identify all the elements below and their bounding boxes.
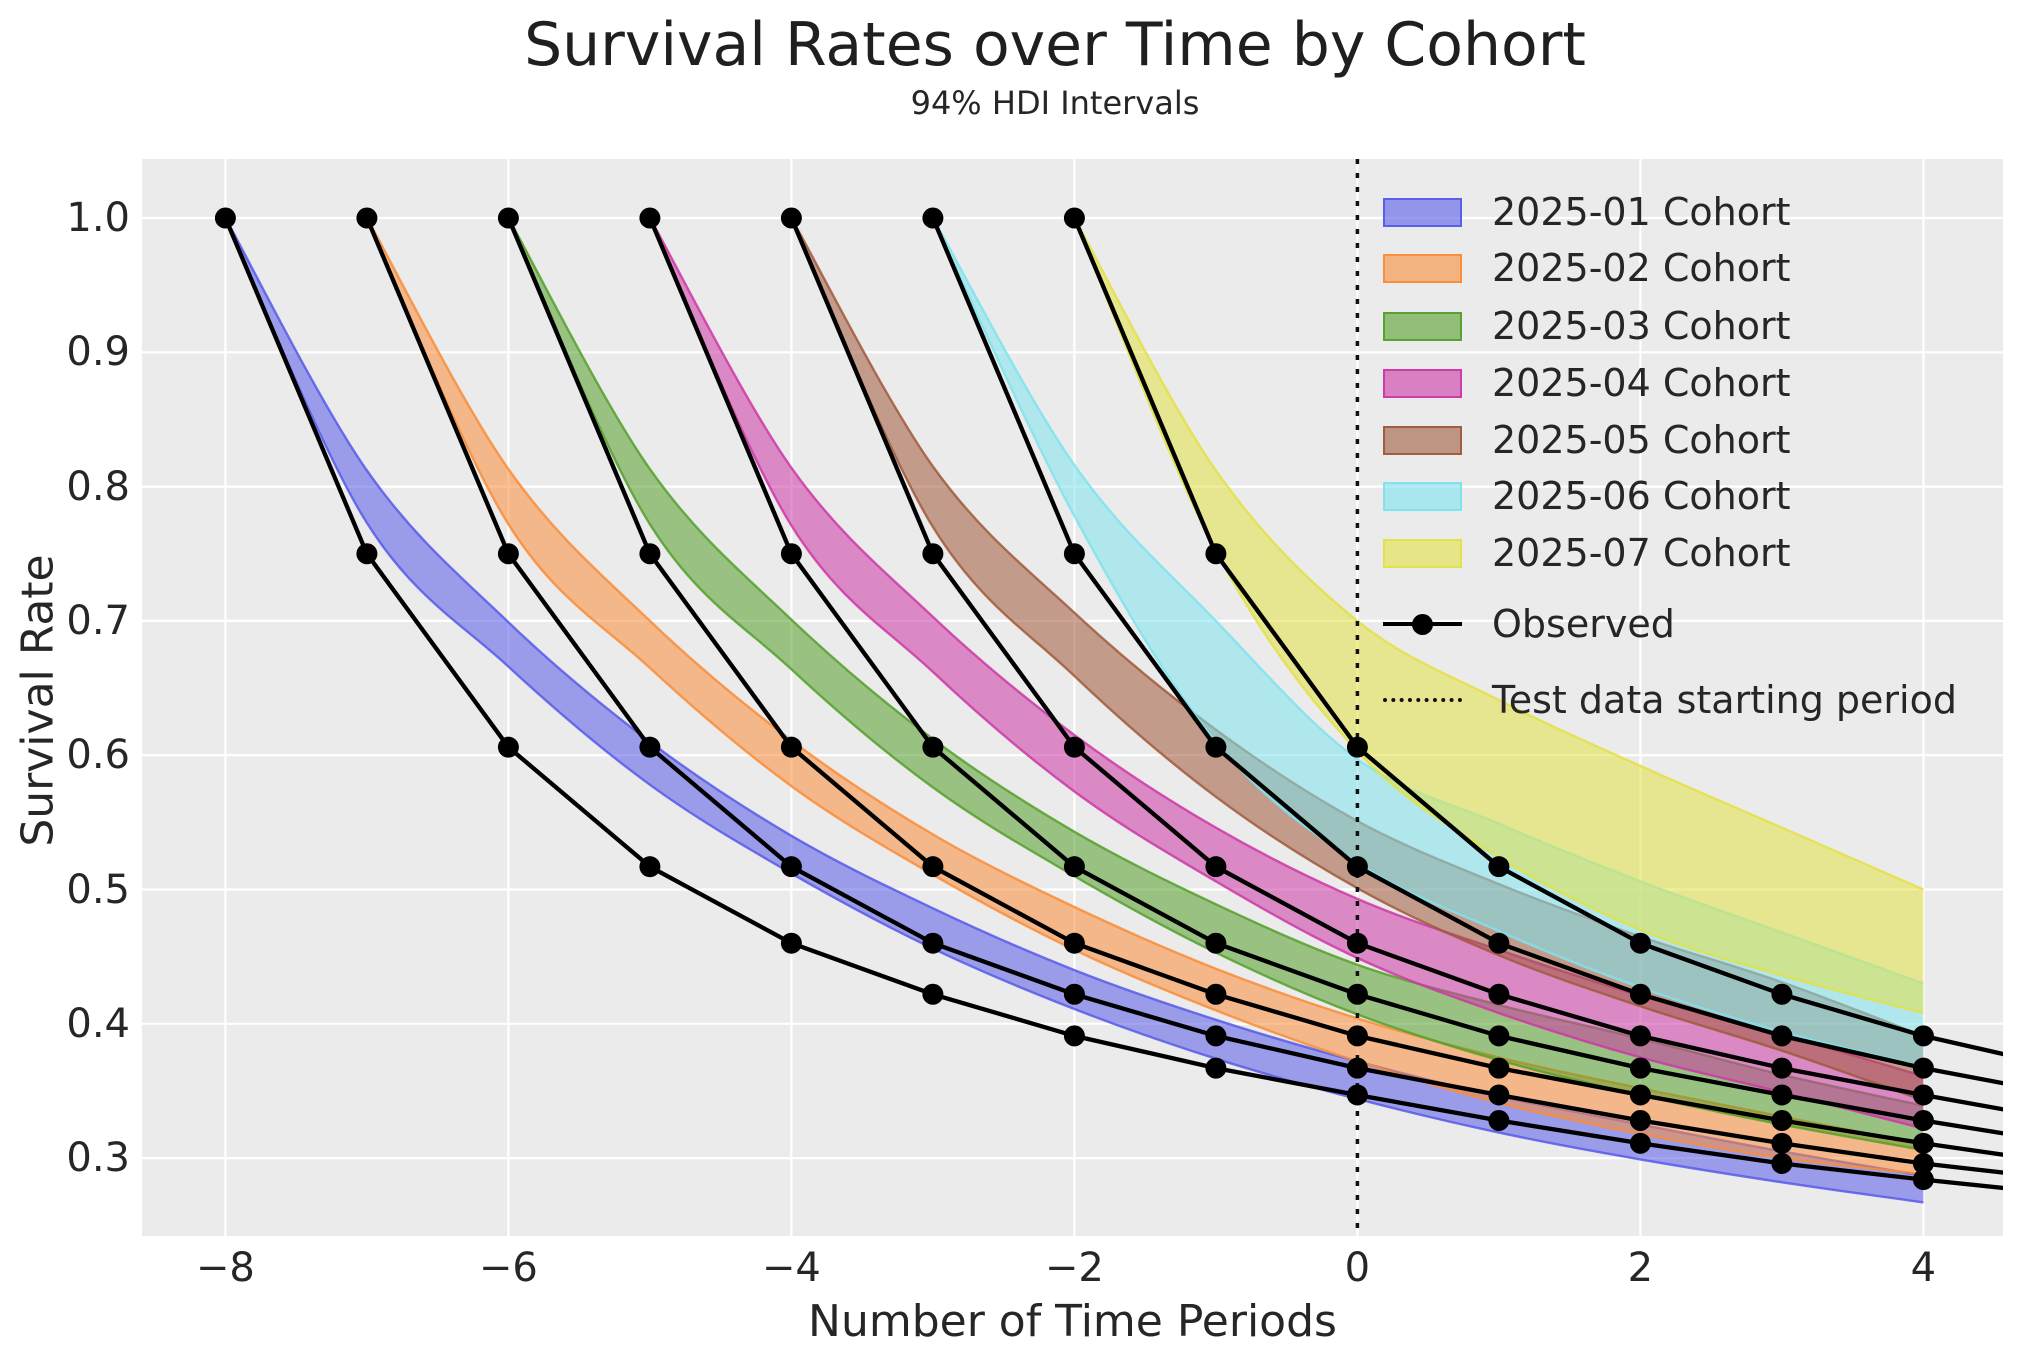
observed-line-2025-04 [639, 207, 2003, 1136]
legend-item-2025-05: 2025-05 Cohort [1383, 420, 1791, 460]
legend-label-2025-06: 2025-06 Cohort [1492, 474, 1791, 518]
legend-label-2025-03: 2025-03 Cohort [1492, 304, 1791, 348]
x-tick-2: 2 [1627, 1245, 1654, 1291]
x-tick-−2: −2 [1044, 1245, 1104, 1291]
legend-item-test-start: Test data starting period [1383, 680, 1957, 720]
legend-label-2025-07: 2025-07 Cohort [1492, 531, 1791, 575]
dotted-line-marker-icon [1383, 686, 1462, 715]
legend-swatch-2025-04 [1383, 368, 1462, 398]
legend-item-2025-06: 2025-06 Cohort [1383, 476, 1791, 516]
legend-label-2025-01: 2025-01 Cohort [1492, 190, 1791, 234]
legend-swatch-2025-01 [1383, 197, 1462, 227]
observed-line-2025-05 [780, 207, 2003, 1112]
observed-line-2025-07 [1063, 207, 2003, 1057]
legend-item-2025-02: 2025-02 Cohort [1383, 248, 1791, 288]
legend-swatch-2025-03 [1383, 311, 1462, 341]
legend-item-2025-07: 2025-07 Cohort [1383, 533, 1791, 573]
legend-item-2025-01: 2025-01 Cohort [1383, 192, 1791, 232]
y-tick-0.9: 0.9 [66, 329, 130, 376]
observed-line-2025-01 [214, 207, 2003, 1191]
legend-swatch-2025-07 [1383, 538, 1462, 568]
x-tick-4: 4 [1910, 1245, 1937, 1291]
y-tick-0.7: 0.7 [66, 597, 130, 644]
observed-line-2025-03 [497, 207, 2003, 1157]
y-tick-0.6: 0.6 [66, 732, 130, 779]
legend-swatch-2025-06 [1383, 481, 1462, 511]
legend-label-2025-05: 2025-05 Cohort [1492, 418, 1791, 462]
plot-layers [214, 159, 2003, 1236]
x-tick-−8: −8 [195, 1245, 255, 1291]
y-tick-0.5: 0.5 [66, 866, 130, 913]
chart-subtitle: 94% HDI Intervals [910, 84, 1200, 122]
legend-label-2025-04: 2025-04 Cohort [1492, 361, 1791, 405]
y-tick-1.0: 1.0 [66, 195, 130, 241]
chart-title: Survival Rates over Time by Cohort [524, 10, 1586, 80]
x-tick-−4: −4 [761, 1245, 821, 1291]
legend-swatch-2025-05 [1383, 425, 1462, 455]
observed-line-2025-06 [922, 207, 2003, 1086]
y-tick-0.8: 0.8 [66, 463, 130, 510]
legend-label-2025-02: 2025-02 Cohort [1492, 246, 1791, 290]
y-tick-0.3: 0.3 [66, 1135, 130, 1182]
observed-line-marker-icon [1383, 610, 1462, 639]
y-tick-0.4: 0.4 [66, 1000, 130, 1047]
observed-line-2025-02 [356, 207, 2003, 1175]
x-tick-0: 0 [1344, 1245, 1371, 1291]
x-tick-−6: −6 [478, 1245, 538, 1291]
x-axis-label: Number of Time Periods [808, 1296, 1337, 1347]
legend-label-test-start: Test data starting period [1492, 678, 1957, 722]
legend-item-observed: Observed [1383, 604, 1675, 644]
legend-label-observed: Observed [1492, 602, 1675, 646]
legend-swatch-2025-02 [1383, 253, 1462, 283]
legend-item-2025-04: 2025-04 Cohort [1383, 363, 1791, 403]
legend-item-2025-03: 2025-03 Cohort [1383, 306, 1791, 346]
y-axis-label: Survival Rate [12, 554, 64, 847]
